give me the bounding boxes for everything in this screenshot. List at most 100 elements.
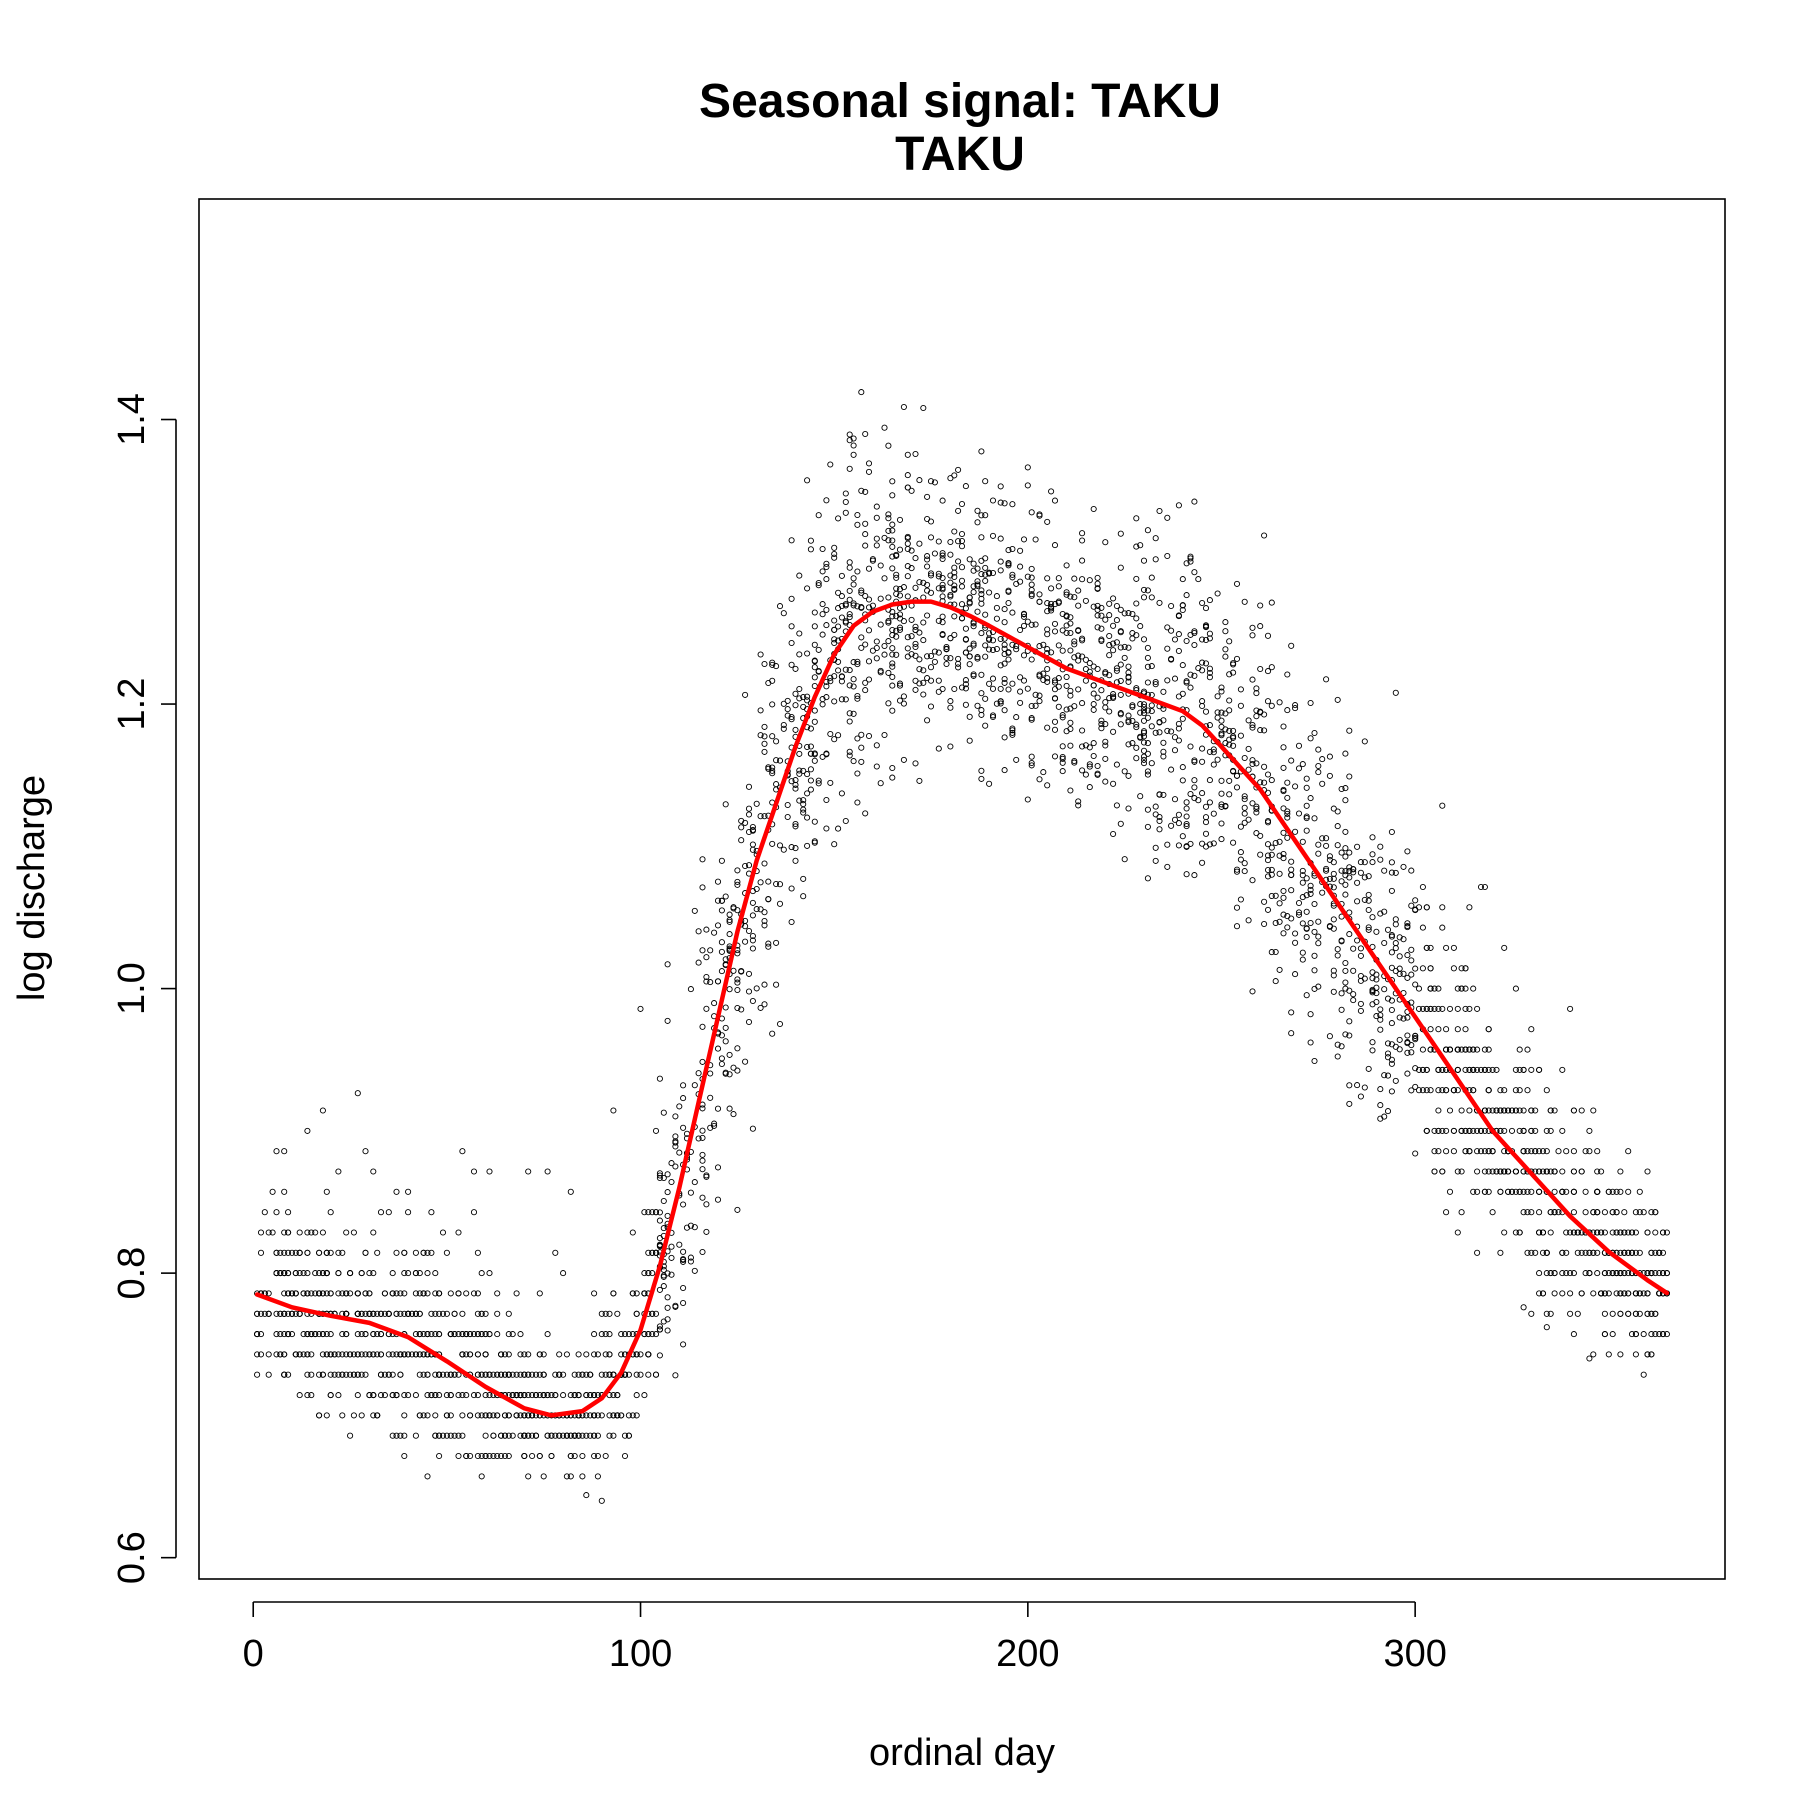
data-point (1505, 1107, 1512, 1114)
data-point (1462, 965, 1469, 972)
data-point (1369, 969, 1376, 976)
data-point (358, 1270, 365, 1277)
data-point (1276, 870, 1283, 877)
data-point (958, 615, 966, 622)
data-point (1338, 785, 1345, 793)
data-point (1245, 816, 1252, 823)
data-point (1071, 638, 1078, 645)
data-point (1009, 729, 1016, 736)
data-point (1384, 1054, 1392, 1061)
data-point (927, 572, 935, 579)
data-point (393, 1392, 400, 1399)
data-point (827, 461, 834, 468)
data-point (966, 653, 973, 660)
data-point (1365, 924, 1372, 931)
y-tick-label: 1.0 (111, 962, 153, 1015)
data-point (1404, 920, 1411, 927)
data-point (726, 931, 733, 938)
data-point (854, 695, 861, 702)
data-point (734, 976, 741, 983)
data-point (393, 1188, 400, 1195)
data-point (591, 1412, 598, 1419)
data-point (745, 811, 753, 818)
data-point (1512, 1087, 1519, 1094)
data-point (308, 1229, 315, 1236)
data-point (800, 703, 807, 710)
data-point (1539, 1249, 1547, 1256)
data-point (1280, 850, 1287, 858)
data-point (807, 537, 814, 544)
data-point (443, 1371, 450, 1378)
data-point (1067, 692, 1074, 699)
data-point (1388, 964, 1395, 971)
data-point (1415, 1005, 1423, 1012)
data-point (819, 611, 826, 618)
data-point (1617, 1310, 1624, 1317)
data-point (1594, 1209, 1601, 1216)
data-point (1140, 753, 1148, 760)
data-point (1051, 497, 1059, 504)
data-point (358, 1412, 365, 1419)
data-point (1636, 1188, 1643, 1195)
data-point (1520, 1168, 1527, 1175)
data-point (1404, 922, 1411, 930)
data-point (1369, 986, 1376, 993)
data-point (718, 1060, 725, 1068)
data-point (1520, 1304, 1527, 1311)
data-point (707, 1124, 714, 1131)
data-point (1303, 813, 1310, 820)
data-point (591, 1452, 598, 1460)
data-point (776, 881, 784, 888)
data-point (467, 1452, 474, 1460)
data-point (1342, 797, 1349, 804)
data-point (1067, 725, 1074, 733)
data-point (912, 686, 919, 693)
data-point (896, 624, 904, 631)
data-point (819, 568, 826, 575)
y-tick-label: 1.2 (111, 678, 153, 731)
data-point (1086, 577, 1093, 584)
data-point (1563, 1249, 1570, 1256)
data-point (1160, 748, 1167, 755)
data-point (924, 653, 931, 660)
data-point (1187, 684, 1194, 691)
data-point (300, 1351, 307, 1358)
data-point (1652, 1270, 1659, 1277)
data-point (804, 697, 811, 704)
data-point (649, 1270, 656, 1277)
data-point (862, 810, 869, 817)
data-point (1106, 632, 1113, 640)
data-point (1640, 1331, 1647, 1338)
data-point (1140, 586, 1148, 593)
data-point (281, 1270, 288, 1277)
data-point (687, 986, 694, 993)
data-point (927, 589, 935, 596)
data-point (1040, 769, 1047, 776)
data-point (846, 614, 853, 621)
data-point (800, 797, 807, 804)
data-point (804, 650, 811, 657)
data-point (478, 1412, 485, 1419)
data-point (285, 1270, 292, 1277)
data-point (1501, 1168, 1508, 1175)
data-point (749, 846, 756, 853)
data-point (924, 675, 931, 682)
data-point (1113, 761, 1120, 768)
data-point (1075, 798, 1082, 805)
chart-title: Seasonal signal: TAKU (699, 75, 1221, 128)
data-point (1357, 1000, 1364, 1007)
data-point (1532, 1107, 1539, 1114)
data-point (1059, 753, 1066, 761)
data-point (838, 572, 845, 579)
data-point (1536, 1290, 1543, 1297)
data-point (1427, 1026, 1434, 1033)
data-point (1160, 688, 1167, 695)
data-point (254, 1371, 261, 1378)
data-point (1648, 1310, 1655, 1317)
data-point (1140, 636, 1148, 643)
data-point (412, 1290, 419, 1297)
data-point (1144, 654, 1151, 661)
data-point (1249, 676, 1256, 683)
data-point (846, 564, 853, 571)
data-point (1175, 842, 1182, 849)
